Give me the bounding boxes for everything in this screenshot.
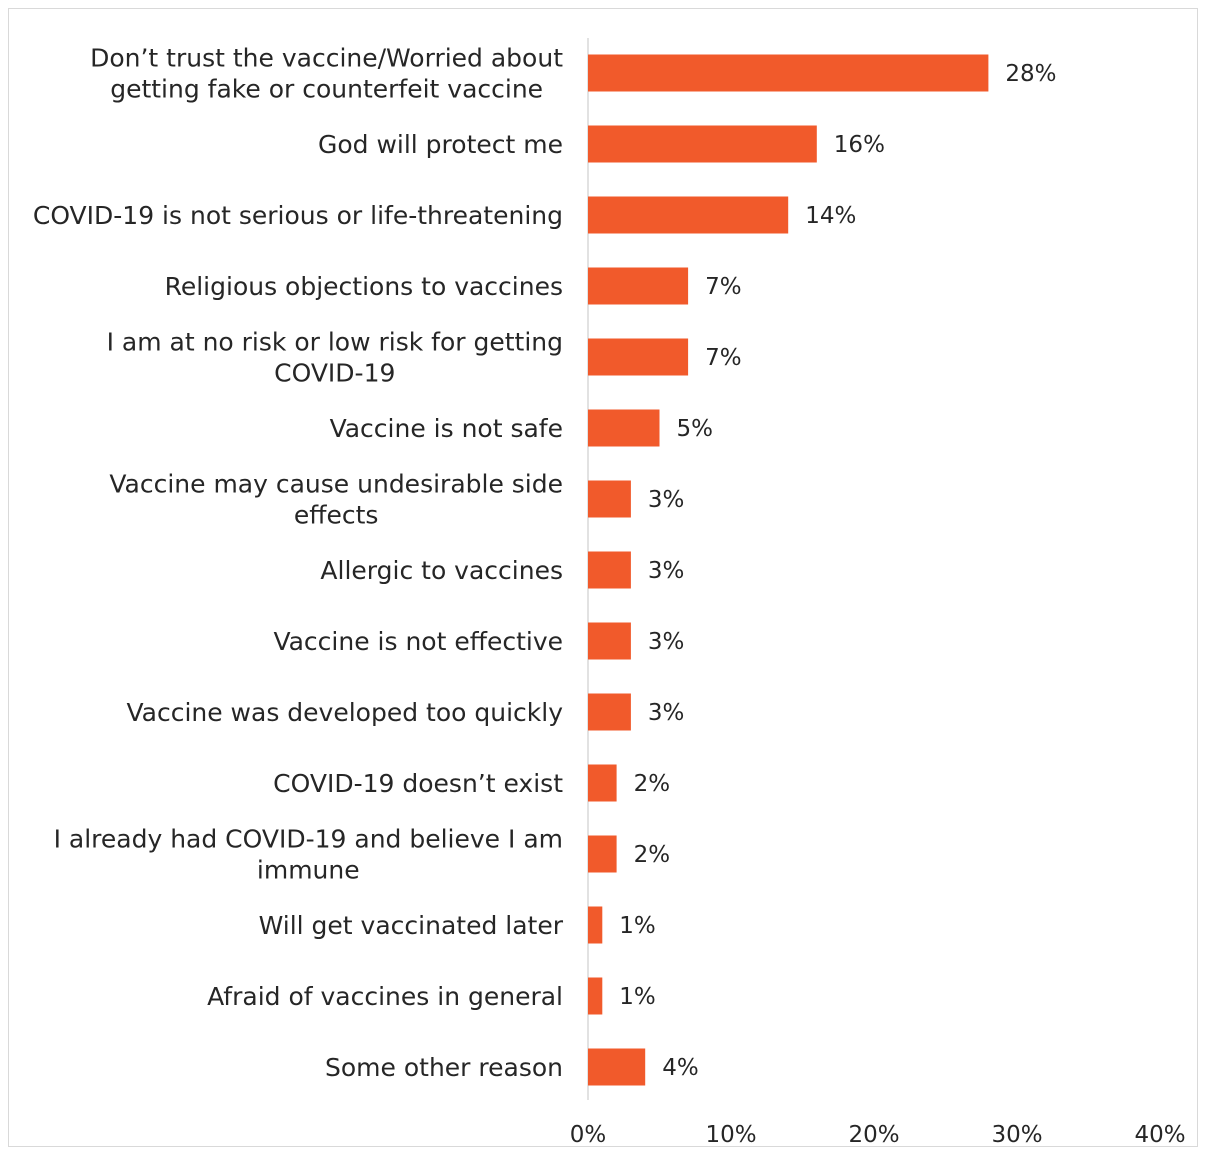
value-label: 7% xyxy=(705,274,742,300)
value-label: 1% xyxy=(619,913,656,939)
value-label: 5% xyxy=(677,416,714,442)
bar xyxy=(588,551,631,589)
value-label: 2% xyxy=(634,842,671,868)
category-label: COVID-19 doesn’t exist xyxy=(273,769,563,798)
x-tick-label: 30% xyxy=(991,1122,1042,1148)
bar xyxy=(588,409,660,447)
bar xyxy=(588,764,617,802)
value-label: 3% xyxy=(648,700,685,726)
bar xyxy=(588,125,817,163)
bar xyxy=(588,622,631,660)
bar xyxy=(588,1048,646,1086)
x-axis-ticks-layer: 0% 10% 20% 30% 40% xyxy=(570,1122,1186,1148)
category-label: I am at no risk or low risk for getting xyxy=(107,328,563,357)
x-tick-label: 10% xyxy=(705,1122,756,1148)
category-label: getting fake or counterfeit vaccine xyxy=(110,75,543,104)
bar xyxy=(588,267,689,305)
category-label: effects xyxy=(294,501,379,530)
category-label: Vaccine was developed too quickly xyxy=(126,698,563,727)
category-label: COVID-19 xyxy=(274,359,395,388)
value-labels-layer: 28% 16% 14% 7% 7% 5% 3% 3% 3% 3% 2% 2% 1% 1% 4% xyxy=(619,61,1056,1081)
bar xyxy=(588,693,631,731)
category-label: Afraid of vaccines in general xyxy=(207,982,563,1011)
bar xyxy=(588,338,689,376)
category-label: God will protect me xyxy=(318,130,563,159)
value-label: 1% xyxy=(619,984,656,1010)
category-label: Vaccine may cause undesirable side xyxy=(109,470,563,499)
category-label: Some other reason xyxy=(325,1053,563,1082)
category-label: Allergic to vaccines xyxy=(320,556,563,585)
x-tick-label: 0% xyxy=(570,1122,607,1148)
bar xyxy=(588,480,631,518)
category-label: Religious objections to vaccines xyxy=(165,272,563,301)
value-label: 28% xyxy=(1005,61,1056,87)
value-label: 4% xyxy=(662,1055,699,1081)
value-label: 3% xyxy=(648,487,685,513)
category-labels-layer: Don’t trust the vaccine/Worried aboutget… xyxy=(33,44,564,1083)
category-label: Vaccine is not safe xyxy=(330,414,563,443)
bar xyxy=(588,196,789,234)
value-label: 14% xyxy=(805,203,856,229)
category-label: Don’t trust the vaccine/Worried about xyxy=(90,44,563,73)
value-label: 3% xyxy=(648,558,685,584)
value-label: 2% xyxy=(634,771,671,797)
bar xyxy=(588,906,603,944)
value-label: 16% xyxy=(834,132,885,158)
category-label: COVID-19 is not serious or life-threaten… xyxy=(33,201,563,230)
category-label: Vaccine is not effective xyxy=(273,627,563,656)
category-label: Will get vaccinated later xyxy=(259,911,564,940)
bar xyxy=(588,977,603,1015)
bars-layer xyxy=(588,54,989,1086)
category-label: immune xyxy=(257,856,360,885)
bar xyxy=(588,835,617,873)
x-tick-label: 20% xyxy=(848,1122,899,1148)
value-label: 7% xyxy=(705,345,742,371)
category-label: I already had COVID-19 and believe I am xyxy=(54,825,563,854)
x-tick-label: 40% xyxy=(1134,1122,1185,1148)
value-label: 3% xyxy=(648,629,685,655)
bar xyxy=(588,54,989,92)
